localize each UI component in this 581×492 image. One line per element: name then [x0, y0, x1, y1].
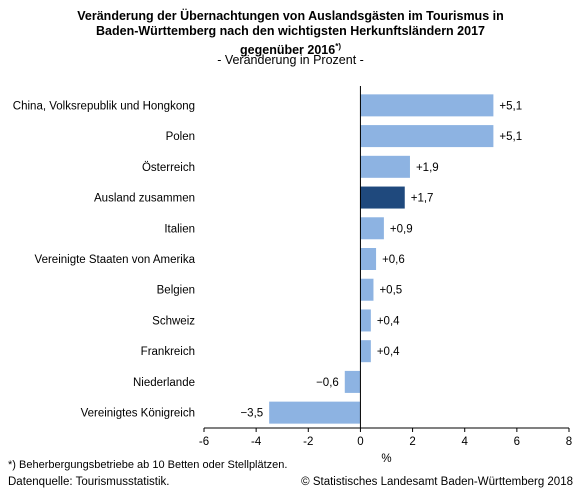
chart-subtitle: - Veränderung in Prozent -: [217, 53, 364, 67]
value-label: +0,4: [377, 346, 400, 358]
x-tick-label: 0: [357, 436, 363, 448]
value-label: +1,7: [411, 193, 434, 205]
bar: [360, 94, 494, 117]
value-label: +0,5: [379, 285, 402, 297]
x-tick-label: 4: [462, 436, 469, 448]
copyright: © Statistisches Landesamt Baden-Württemb…: [301, 476, 573, 488]
footnote: *) Beherbergungsbetriebe ab 10 Betten od…: [8, 459, 288, 471]
category-label: Vereinigtes Königreich: [81, 408, 195, 420]
value-label: +0,4: [377, 315, 400, 327]
x-tick-label: 8: [566, 436, 572, 448]
category-label: Polen: [166, 131, 195, 143]
category-label: Ausland zusammen: [94, 193, 195, 205]
value-label: +5,1: [499, 131, 522, 143]
category-label: Schweiz: [152, 315, 195, 327]
category-label: Belgien: [157, 285, 195, 297]
chart-title-line-2: Baden-Württemberg nach den wichtigsten H…: [96, 24, 485, 38]
x-axis-label: %: [381, 453, 391, 465]
category-label: Niederlande: [133, 377, 195, 389]
category-label: Italien: [164, 223, 195, 235]
value-label: −0,6: [316, 377, 339, 389]
x-tick-label: -2: [303, 436, 313, 448]
value-label: −3,5: [240, 408, 263, 420]
bar: [344, 370, 361, 393]
bar: [360, 278, 374, 301]
x-tick-label: 6: [514, 436, 520, 448]
bar: [360, 217, 384, 240]
chart-title-line-3-text: gegenüber 2016: [240, 43, 336, 58]
bar: [269, 401, 361, 424]
value-label: +0,9: [390, 223, 413, 235]
x-tick-label: -6: [199, 436, 209, 448]
value-label: +5,1: [499, 100, 522, 112]
data-source: Datenquelle: Tourismusstatistik.: [8, 476, 170, 488]
bar: [360, 155, 410, 178]
category-label: Vereinigte Staaten von Amerika: [35, 254, 196, 266]
category-label: Frankreich: [141, 346, 195, 358]
x-tick-label: -4: [251, 436, 262, 448]
category-label: China, Volksrepublik und Hongkong: [13, 100, 195, 112]
bar: [360, 309, 371, 332]
category-label: Österreich: [142, 162, 195, 174]
chart-title: Veränderung der Übernachtungen von Ausla…: [0, 9, 581, 58]
value-label: +0,6: [382, 254, 405, 266]
x-tick-label: 2: [409, 436, 415, 448]
footnote-marker: *): [335, 42, 341, 51]
value-label: +1,9: [416, 162, 439, 174]
bar: [360, 340, 371, 363]
bar: [360, 125, 494, 148]
bar: [360, 248, 377, 270]
chart-title-line-1: Veränderung der Übernachtungen von Ausla…: [77, 9, 504, 23]
bar: [360, 186, 405, 209]
chart-title-line-3: gegenüber 2016*): [0, 39, 581, 58]
